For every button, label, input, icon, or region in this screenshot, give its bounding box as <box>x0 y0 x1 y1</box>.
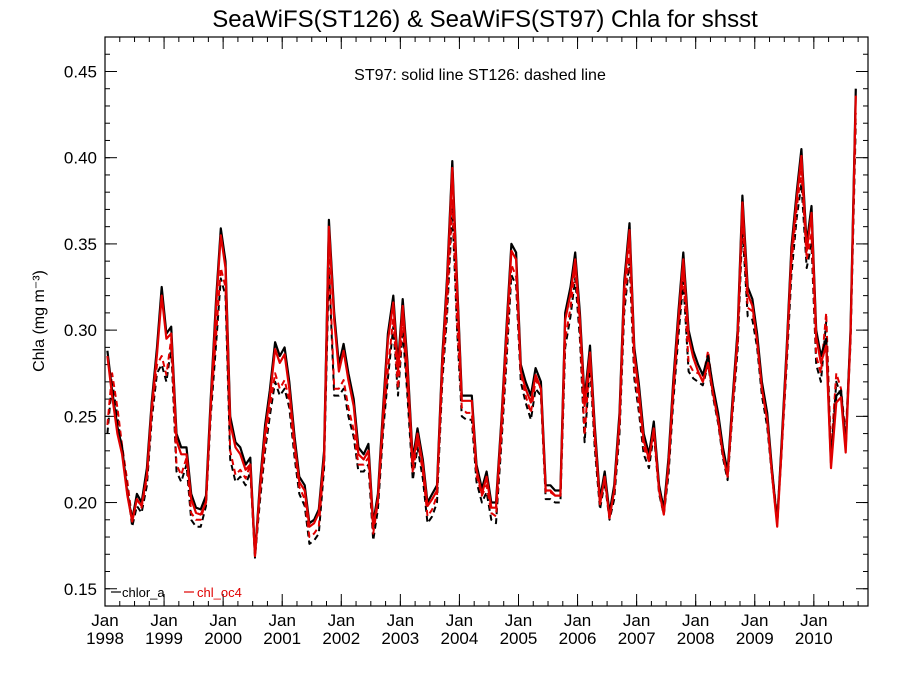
x-tick-year-label: 2010 <box>795 629 833 648</box>
y-tick-label: 0.25 <box>64 407 97 426</box>
x-tick-month-label: Jan <box>328 611 355 630</box>
plot-area <box>104 36 869 607</box>
x-tick-month-label: Jan <box>682 611 709 630</box>
series-layer <box>106 88 857 559</box>
x-tick-month-label: Jan <box>505 611 532 630</box>
y-axis-label: Chla (mg m⁻³) <box>31 270 48 372</box>
y-tick-label: 0.30 <box>64 321 97 340</box>
legend-label-chl-oc4: chl_oc4 <box>197 585 242 600</box>
x-tick-month-label: Jan <box>387 611 414 630</box>
x-tick-year-label: 1999 <box>145 629 183 648</box>
x-tick-year-label: 2009 <box>736 629 774 648</box>
y-axis: 0.15 0.20 0.25 0.30 0.35 0.40 0.45 <box>64 53 868 599</box>
x-tick-month-label: Jan <box>446 611 473 630</box>
x-tick-year-label: 2006 <box>559 629 597 648</box>
line-style-annotation: ST97: solid line ST126: dashed line <box>354 67 606 84</box>
x-tick-year-label: 2003 <box>381 629 419 648</box>
x-tick-year-label: 2002 <box>322 629 360 648</box>
y-tick-label: 0.40 <box>64 149 97 168</box>
legend-label-chlor-a: chlor_a <box>122 585 165 600</box>
x-tick-year-label: 2004 <box>441 629 479 648</box>
legend: chlor_a chl_oc4 <box>111 585 242 600</box>
x-tick-month-label: Jan <box>150 611 177 630</box>
y-tick-label: 0.15 <box>64 580 97 599</box>
x-tick-month-label: Jan <box>564 611 591 630</box>
x-tick-year-label: 2000 <box>204 629 242 648</box>
y-tick-label: 0.45 <box>64 62 97 81</box>
x-tick-month-label: Jan <box>623 611 650 630</box>
series-line-chl-oc4-st97 <box>106 95 857 558</box>
x-tick-month-label: Jan <box>209 611 236 630</box>
x-tick-year-label: 1998 <box>86 629 124 648</box>
x-tick-month-label: Jan <box>741 611 768 630</box>
x-tick-month-label: Jan <box>800 611 827 630</box>
y-tick-label: 0.20 <box>64 494 97 513</box>
x-tick-year-label: 2008 <box>677 629 715 648</box>
y-tick-label: 0.35 <box>64 235 97 254</box>
chart-title: SeaWiFS(ST126) & SeaWiFS(ST97) Chla for … <box>212 6 758 33</box>
x-tick-month-label: Jan <box>91 611 118 630</box>
x-tick-month-label: Jan <box>268 611 295 630</box>
plot-frame <box>104 36 869 607</box>
x-tick-year-label: 2007 <box>618 629 656 648</box>
x-tick-year-label: 2001 <box>263 629 301 648</box>
x-axis: Jan1998Jan1999Jan2000Jan2001Jan2002Jan20… <box>86 37 859 648</box>
x-tick-year-label: 2005 <box>500 629 538 648</box>
